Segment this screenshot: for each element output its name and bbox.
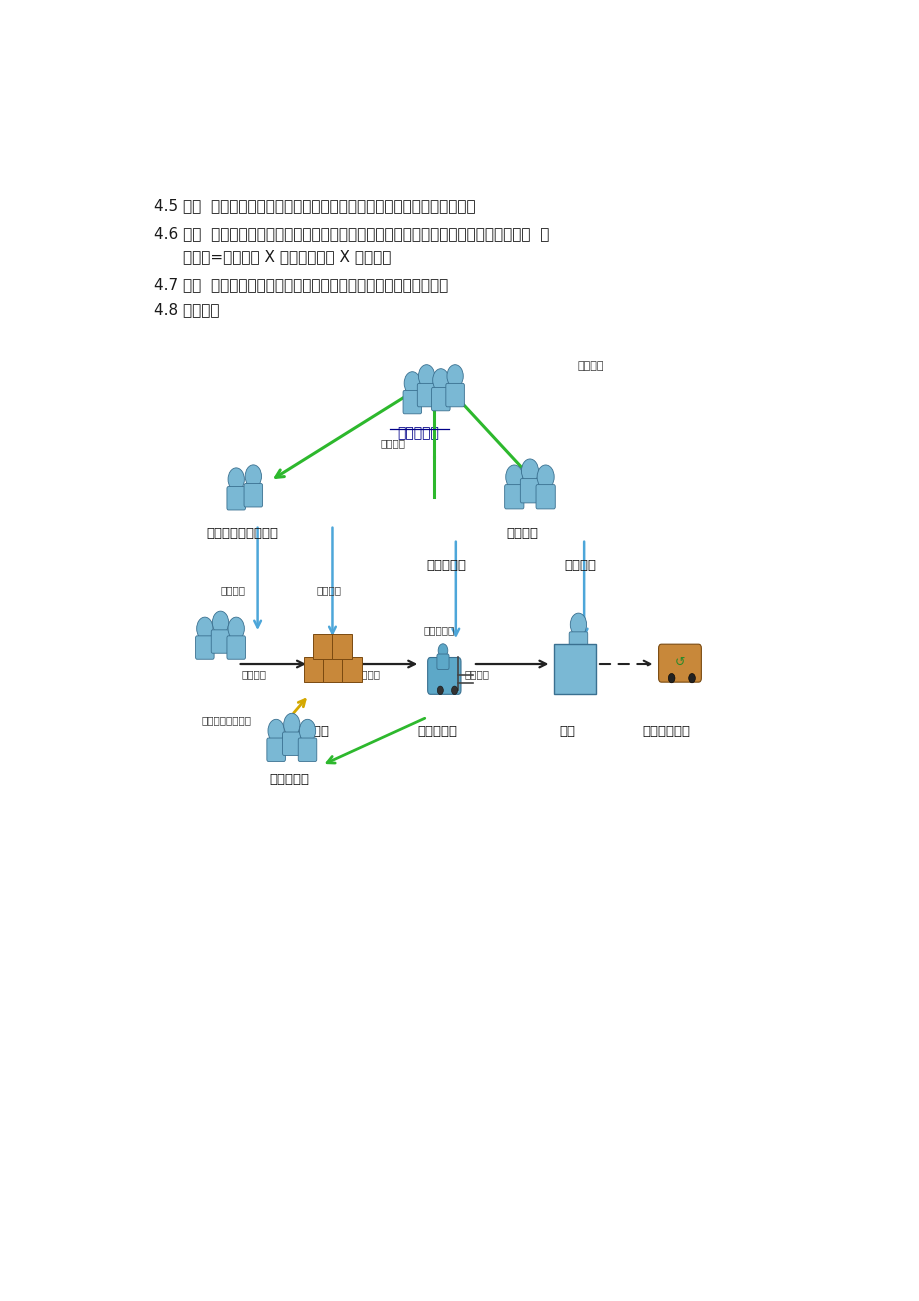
FancyBboxPatch shape <box>569 632 587 656</box>
FancyBboxPatch shape <box>403 390 421 414</box>
Circle shape <box>244 464 261 488</box>
Text: 油品采购: 油品采购 <box>241 669 266 679</box>
Circle shape <box>437 686 443 695</box>
FancyBboxPatch shape <box>303 657 323 682</box>
Text: 油品领用: 油品领用 <box>355 669 380 679</box>
Text: 4.8 工作流程: 4.8 工作流程 <box>154 302 220 317</box>
Text: 操作员工: 操作员工 <box>563 559 596 572</box>
FancyBboxPatch shape <box>553 644 595 693</box>
FancyBboxPatch shape <box>505 484 523 509</box>
FancyBboxPatch shape <box>658 644 700 682</box>
Circle shape <box>197 617 213 640</box>
Text: 4.7 清洁  油桶、工具表面应清洁、干燥。功能附件齐全，标识清晰。: 4.7 清洁 油桶、工具表面应清洁、干燥。功能附件齐全，标识清晰。 <box>154 277 448 293</box>
Text: 库房管理: 库房管理 <box>316 585 341 595</box>
Text: 油品厂家质量确认: 油品厂家质量确认 <box>202 716 252 725</box>
Circle shape <box>667 674 675 683</box>
Circle shape <box>299 719 315 743</box>
Text: 机床加油: 机床加油 <box>464 669 489 679</box>
Text: 质量管理部: 质量管理部 <box>269 773 310 786</box>
Text: 品储量=安全系数 X 预计消耗速度 X 采购周期: 品储量=安全系数 X 预计消耗速度 X 采购周期 <box>183 250 391 264</box>
FancyBboxPatch shape <box>323 657 342 682</box>
Text: 4.6 储量  市场营销部按照采购周期、预计消耗速度和安全系数确定油库油品存储量上下限  油: 4.6 储量 市场营销部按照采购周期、预计消耗速度和安全系数确定油库油品存储量上… <box>154 226 549 241</box>
FancyBboxPatch shape <box>282 732 301 756</box>
FancyBboxPatch shape <box>244 484 262 507</box>
FancyBboxPatch shape <box>312 634 333 658</box>
FancyBboxPatch shape <box>298 738 316 761</box>
FancyBboxPatch shape <box>520 479 539 503</box>
FancyBboxPatch shape <box>332 634 351 658</box>
Circle shape <box>537 464 553 489</box>
FancyBboxPatch shape <box>437 654 448 670</box>
FancyBboxPatch shape <box>196 636 214 660</box>
Text: 生产部门: 生产部门 <box>506 527 539 540</box>
Text: ↺: ↺ <box>674 656 685 669</box>
FancyBboxPatch shape <box>227 487 245 510</box>
Circle shape <box>505 464 522 489</box>
Circle shape <box>267 719 284 743</box>
Text: 设备保全部: 设备保全部 <box>397 427 438 441</box>
FancyBboxPatch shape <box>211 630 230 653</box>
FancyBboxPatch shape <box>267 738 285 761</box>
Circle shape <box>212 611 229 634</box>
Circle shape <box>688 674 695 683</box>
Circle shape <box>432 368 448 392</box>
Circle shape <box>451 686 457 695</box>
Circle shape <box>437 644 448 657</box>
FancyBboxPatch shape <box>342 657 361 682</box>
FancyBboxPatch shape <box>536 484 555 509</box>
Circle shape <box>228 468 244 490</box>
Circle shape <box>521 459 538 483</box>
Circle shape <box>403 372 420 394</box>
FancyBboxPatch shape <box>446 384 464 407</box>
FancyBboxPatch shape <box>417 384 436 407</box>
Text: 润滑油库: 润滑油库 <box>297 725 329 738</box>
Text: 市场营销部（采购）: 市场营销部（采购） <box>206 527 278 540</box>
Circle shape <box>418 364 435 388</box>
Text: 机床: 机床 <box>559 725 575 738</box>
Circle shape <box>570 613 586 636</box>
Text: 需求信息: 需求信息 <box>380 438 405 449</box>
Circle shape <box>228 617 244 640</box>
FancyBboxPatch shape <box>431 388 449 411</box>
Circle shape <box>447 364 463 388</box>
Text: 废油回收处理: 废油回收处理 <box>642 725 690 738</box>
Text: 临时存放点: 临时存放点 <box>417 725 457 738</box>
FancyBboxPatch shape <box>227 636 245 660</box>
Circle shape <box>283 713 300 736</box>
Text: 设备管：: 设备管： <box>576 362 603 372</box>
Text: 采购订单: 采购订单 <box>221 585 245 595</box>
Text: 润滑负责人: 润滑负责人 <box>426 559 466 572</box>
Text: 4.5 记录  油库管理人员负责按照油品出入库记录表格记录油品出入库信息，: 4.5 记录 油库管理人员负责按照油品出入库记录表格记录油品出入库信息， <box>154 198 475 213</box>
Text: 存放点管理: 存放点管理 <box>423 624 454 635</box>
FancyBboxPatch shape <box>427 657 460 695</box>
